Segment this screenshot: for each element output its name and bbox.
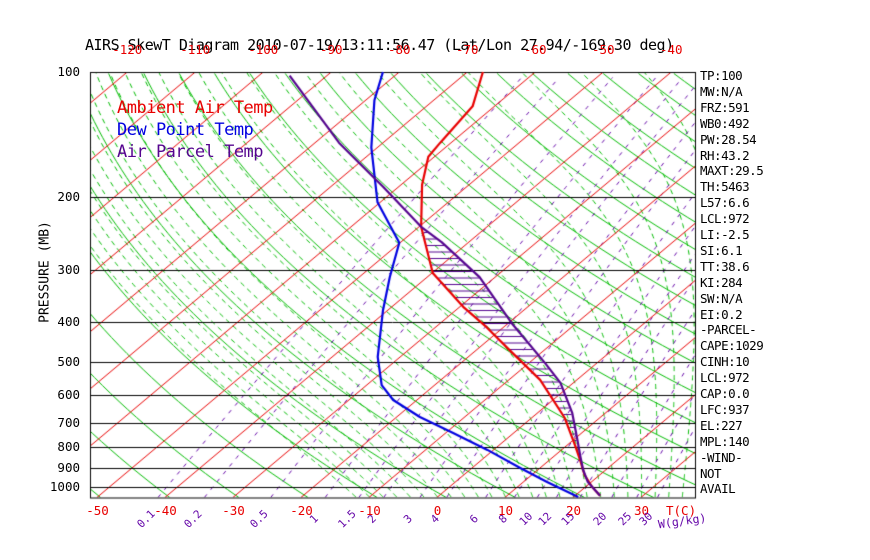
stats-line: LFC:937 [700, 401, 750, 417]
stats-line: WB0:492 [700, 115, 750, 131]
stats-line: KI:284 [700, 274, 743, 290]
stats-line: -WIND- [700, 449, 743, 465]
pressure-tick-label: 800 [57, 438, 80, 454]
bottom-temp-tick-label: -20 [290, 503, 313, 518]
stats-line: LCL:972 [700, 211, 750, 227]
pressure-tick-label: 500 [57, 354, 80, 370]
top-temp-tick-label: -60 [523, 42, 547, 57]
stats-line: CAPE:1029 [700, 338, 764, 354]
pressure-tick-label: 600 [57, 386, 80, 402]
stats-line: SW:N/A [700, 290, 743, 306]
legend-ambient-air-temp: Ambient Air Temp [117, 98, 273, 118]
stats-line: EL:227 [700, 417, 743, 433]
stats-line: L57:6.6 [700, 195, 750, 211]
top-temp-tick-label: -120 [112, 42, 143, 57]
bottom-temp-tick-label: -10 [358, 503, 381, 518]
stats-line: PW:28.54 [700, 131, 757, 147]
bottom-temp-tick-label: 30 [633, 503, 650, 518]
pressure-tick-label: 100 [57, 64, 80, 79]
top-temp-tick-label: -110 [180, 42, 211, 57]
bottom-temp-tick-label: -40 [154, 503, 177, 518]
stats-line: TH:5463 [700, 179, 750, 195]
legend-dew-point-temp: Dew Point Temp [117, 120, 254, 140]
bottom-temp-tick-label: -30 [222, 503, 245, 518]
bottom-temp-tick-label: 10 [497, 503, 514, 518]
stats-line: FRZ:591 [700, 99, 750, 115]
pressure-tick-label: 1000 [49, 479, 80, 494]
stats-line: MW:N/A [700, 83, 743, 99]
stats-line: LI:-2.5 [700, 227, 750, 242]
stats-line: -PARCEL- [700, 322, 757, 338]
stats-line: MAXT:29.5 [700, 163, 764, 179]
stats-line: TT:38.6 [700, 258, 750, 274]
pressure-tick-label: 400 [57, 313, 80, 329]
bottom-temp-tick-label: 0 [433, 503, 442, 518]
pressure-tick-label: 300 [57, 262, 80, 277]
top-temp-tick-label: -50 [591, 42, 615, 57]
stats-line: RH:43.2 [700, 147, 750, 163]
top-temp-tick-label: -80 [387, 42, 411, 57]
stats-line: CINH:10 [700, 354, 750, 370]
pressure-tick-label: 700 [57, 414, 80, 430]
stats-line: CAP:0.0 [700, 386, 750, 401]
legend-air-parcel-temp: Air Parcel Temp [117, 142, 264, 162]
temp-axis-unit-label: T(C) [666, 503, 697, 518]
pressure-tick-label: 200 [57, 188, 80, 204]
pressure-tick-label: 900 [57, 460, 80, 475]
bottom-temp-tick-label: 20 [565, 503, 582, 518]
stats-line: AVAIL [700, 481, 736, 497]
page-title: AIRS SkewT Diagram 2010-07-19/13:11:56.4… [85, 36, 674, 54]
stats-line: MPL:140 [700, 433, 750, 449]
stats-line: TP:100 [700, 68, 743, 83]
stats-line: NOT [700, 465, 722, 481]
top-temp-tick-label: -70 [455, 42, 479, 57]
top-temp-tick-label: -40 [659, 42, 683, 57]
bottom-temp-tick-label: -50 [86, 503, 109, 518]
stats-line: SI:6.1 [700, 242, 743, 258]
stats-line: LCL:972 [700, 370, 750, 386]
top-temp-tick-label: -100 [248, 42, 279, 57]
top-temp-tick-label: -90 [319, 42, 343, 57]
stats-line: EI:0.2 [700, 306, 743, 322]
